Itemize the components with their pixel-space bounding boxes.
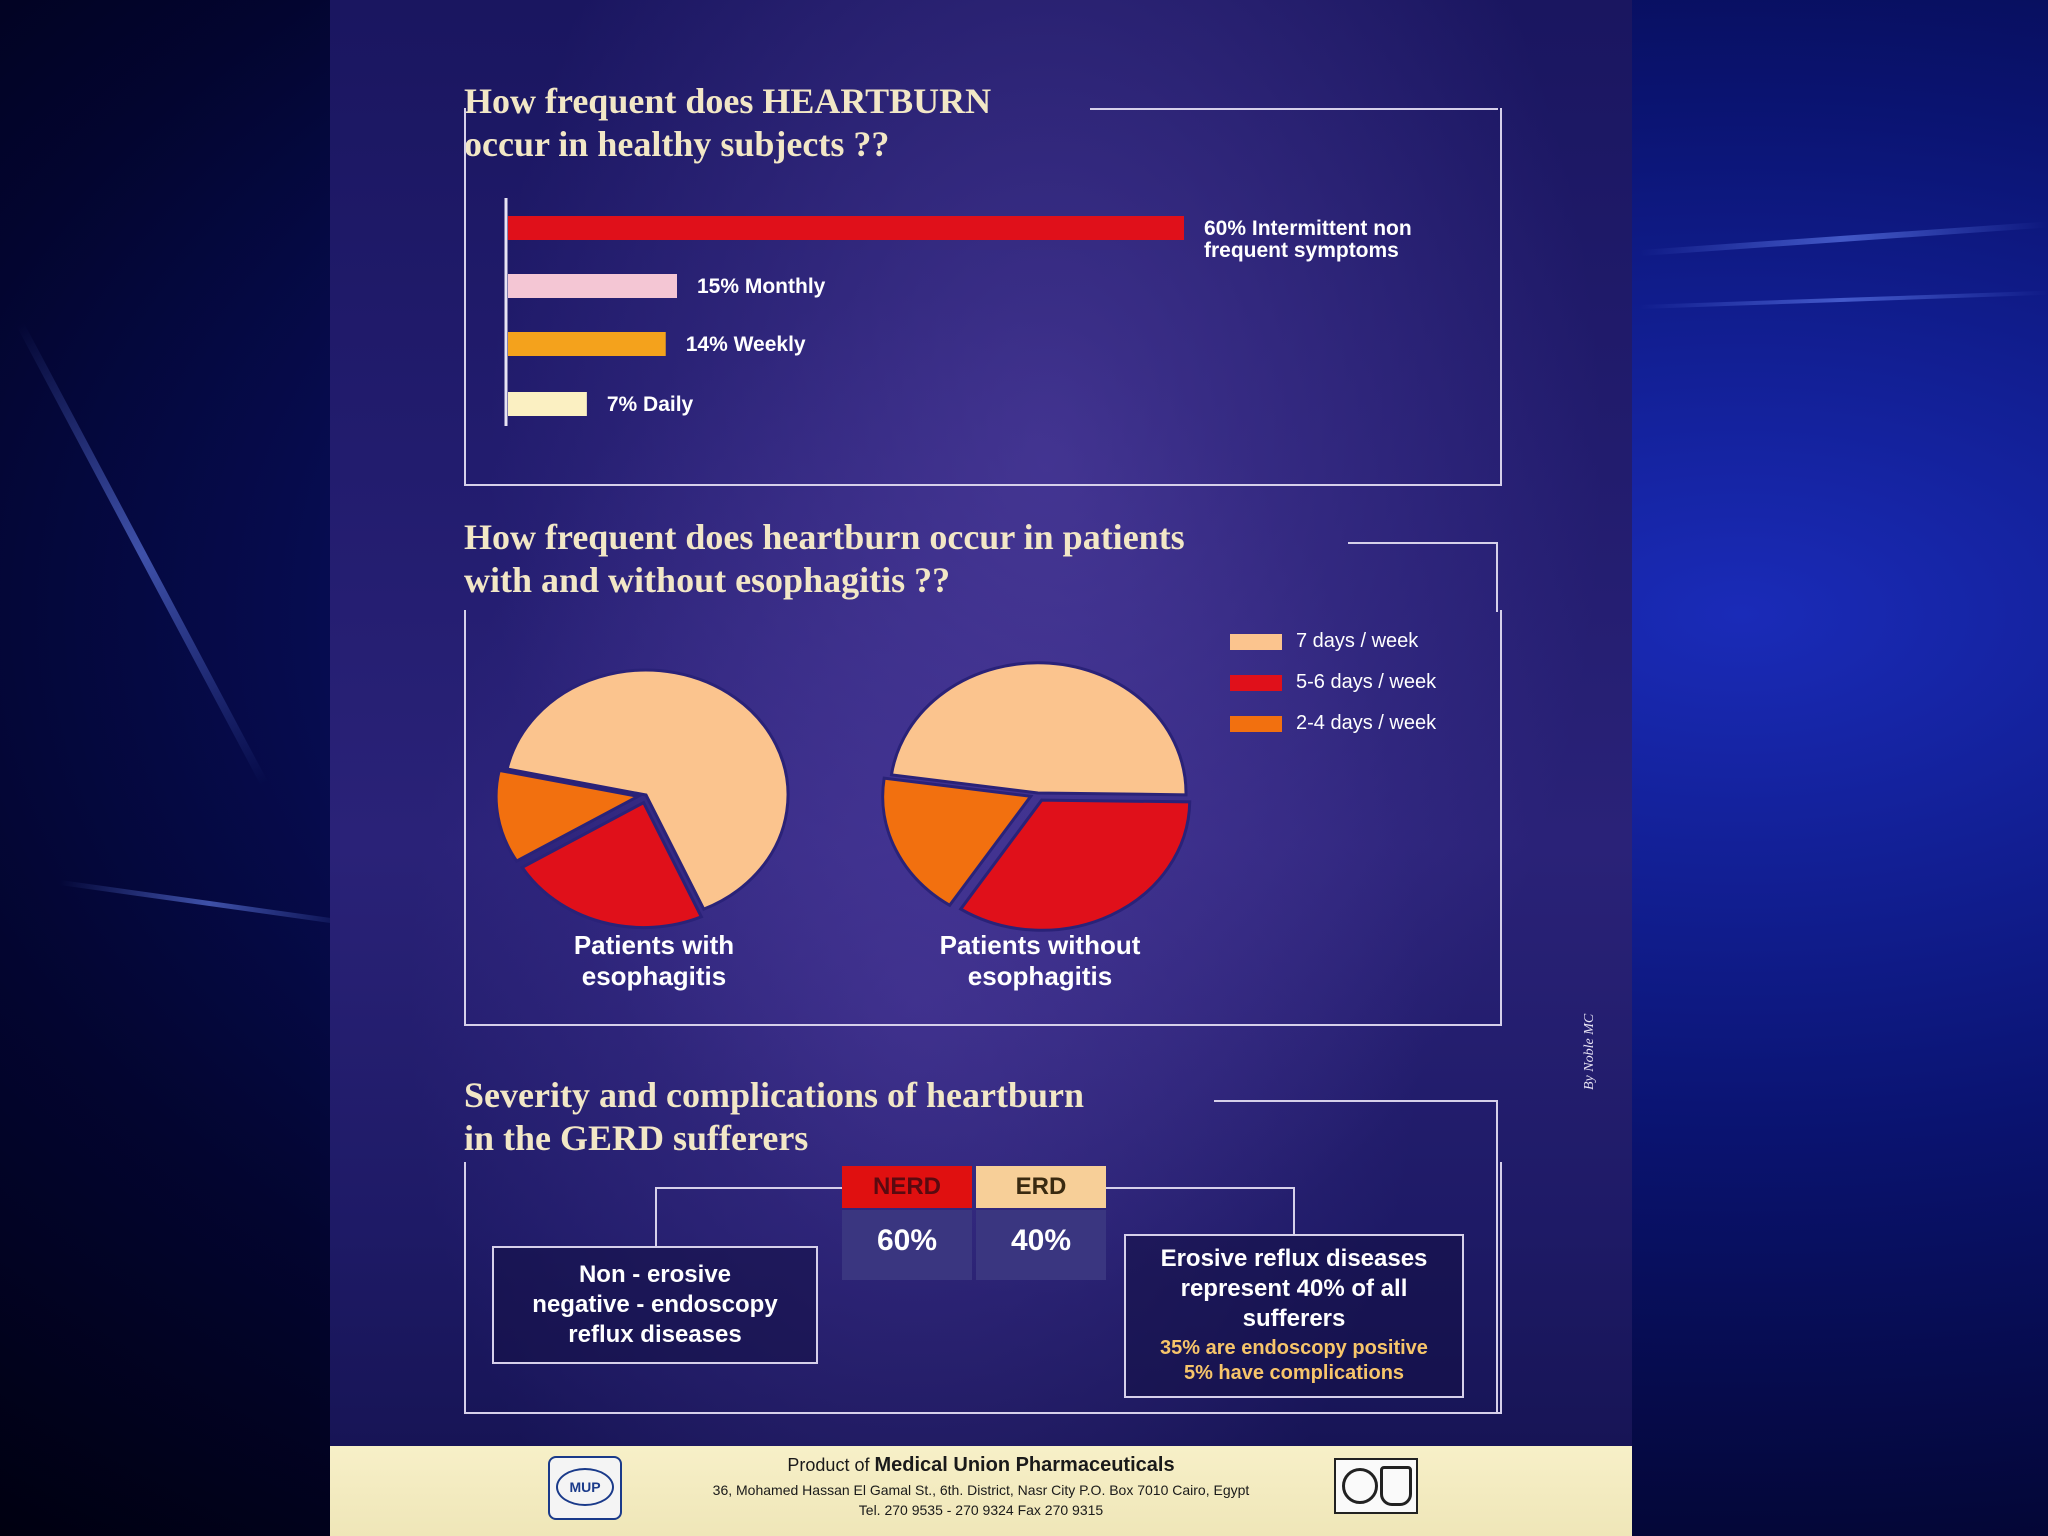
legend-label: 7 days / week: [1296, 630, 1419, 652]
background-streak: [1639, 221, 2048, 256]
pie2-slice-2: [958, 798, 1192, 932]
pie1-caption-line2: esophagitis: [581, 961, 727, 991]
pie1-slice-1: [505, 668, 790, 912]
erd-subnote-line1: 35% are endoscopy positive: [1160, 1337, 1428, 1359]
bar-3: [508, 332, 666, 356]
pie1-caption-line1: Patients with: [573, 930, 735, 960]
bar-label-4: 7% Daily: [607, 393, 694, 416]
background-streak: [1639, 290, 2048, 309]
pie2-caption-line2: esophagitis: [967, 961, 1113, 991]
background-streak: [16, 322, 268, 786]
section2-title-line2: with and without esophagitis ??: [464, 560, 951, 600]
side-credit: By Noble MC: [1582, 1013, 1597, 1090]
footer: MUP Product of Medical Union Pharmaceuti…: [330, 1446, 1632, 1536]
connector-lines: [655, 1187, 1295, 1246]
erd-desc-line3: sufferers: [1242, 1305, 1346, 1332]
section3-frame: [464, 1162, 1502, 1414]
section3-frame-right: [1496, 1100, 1498, 1414]
footer-line1: Product of Medical Union Pharmaceuticals: [330, 1454, 1632, 1477]
legend-swatch: [1230, 674, 1282, 691]
erd-subnote: 35% are endoscopy positive 5% have compl…: [1126, 1336, 1462, 1386]
section3-title-line2: in the GERD sufferers: [464, 1118, 809, 1158]
nerd-desc-line1: Non - erosive: [578, 1261, 732, 1288]
legend-label: 5-6 days / week: [1296, 671, 1437, 693]
bar-2: [508, 274, 677, 298]
section3-title-line1: Severity and complications of heartburn: [464, 1075, 1084, 1115]
nerd-value: 60%: [842, 1210, 972, 1280]
footer-address: 36, Mohamed Hassan El Gamal St., 6th. Di…: [712, 1482, 1250, 1498]
legend-item-2-4-days: 2-4 days / week: [1230, 712, 1436, 735]
erd-header: ERD: [976, 1166, 1106, 1208]
mup-logo: MUP: [548, 1456, 622, 1520]
pie1-slice-3: [494, 768, 643, 864]
pie1-caption: Patients with esophagitis: [464, 930, 844, 992]
bar-chart: 60% Intermittent non frequent symptoms 15%…: [504, 198, 1412, 426]
pie1-slice-2: [519, 800, 704, 930]
background-streak: [59, 880, 358, 927]
footer-company: Medical Union Pharmaceuticals: [874, 1454, 1175, 1476]
nerd-desc-line3: reflux diseases: [568, 1321, 742, 1348]
legend-swatch: [1230, 715, 1282, 732]
section1-title-line1: How frequent does HEARTBURN: [464, 81, 992, 121]
section1-frame: [464, 108, 1502, 486]
erd-value: 40%: [976, 1210, 1106, 1280]
pie-without-esophagitis: [881, 661, 1192, 932]
erd-subnote-line2: 5% have complications: [1183, 1362, 1405, 1384]
bar-label-2: 15% Monthly: [697, 275, 826, 298]
mup-logo-icon: MUP: [556, 1468, 614, 1506]
bar-label-3: 14% Weekly: [686, 333, 806, 356]
pie2-slice-1: [889, 661, 1188, 797]
section2-title: How frequent does heartburn occur in pat…: [464, 516, 1185, 602]
erd-description-box: Erosive reflux diseases represent 40% of…: [1124, 1234, 1464, 1398]
legend-item-5-6-days: 5-6 days / week: [1230, 671, 1436, 694]
bar-1: [508, 216, 1184, 240]
section1-title: How frequent does HEARTBURN occur in hea…: [464, 80, 991, 166]
pie2-caption-line1: Patients without: [939, 930, 1141, 960]
pie-with-esophagitis: [494, 668, 790, 930]
pie2-slice-3: [881, 776, 1034, 908]
pie-charts: [494, 661, 1192, 932]
nerd-erd-table: NERD ERD 60% 40%: [842, 1166, 1106, 1280]
legend-label: 2-4 days / week: [1296, 712, 1437, 734]
section2-frame-right: [1496, 542, 1498, 612]
footer-product-of: Product of: [787, 1455, 870, 1475]
erd-desc-line2: represent 40% of all: [1180, 1275, 1408, 1302]
bar-label-1: 60% Intermittent non frequent symptoms: [1204, 217, 1412, 262]
section2-frame-top: [1348, 542, 1498, 544]
section3-frame-top: [1214, 1100, 1498, 1102]
section2-frame: [464, 610, 1502, 1026]
section1-title-line2: occur in healthy subjects ??: [464, 124, 890, 164]
pie2-caption: Patients without esophagitis: [850, 930, 1230, 992]
nerd-description-box: Non - erosive negative - endoscopy reflu…: [492, 1246, 818, 1364]
legend-item-7-days: 7 days / week: [1230, 630, 1418, 653]
legend-swatch: [1230, 633, 1282, 650]
poster: How frequent does HEARTBURN occur in hea…: [330, 0, 1632, 1536]
nerd-header: NERD: [842, 1166, 972, 1208]
certification-seal-icon: [1334, 1458, 1418, 1514]
section1-frame-top: [1090, 108, 1498, 110]
bar-4: [508, 392, 587, 416]
nerd-desc-line2: negative - endoscopy: [532, 1291, 778, 1318]
section2-title-line1: How frequent does heartburn occur in pat…: [464, 517, 1185, 557]
section3-title: Severity and complications of heartburn …: [464, 1074, 1084, 1160]
footer-phone: Tel. 270 9535 - 270 9324 Fax 270 9315: [858, 1502, 1104, 1518]
erd-desc-line1: Erosive reflux diseases: [1160, 1245, 1428, 1272]
